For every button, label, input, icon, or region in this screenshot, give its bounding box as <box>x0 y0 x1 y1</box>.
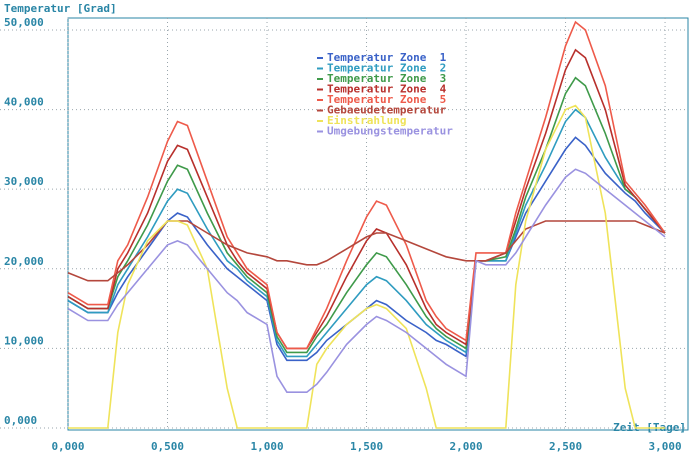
x-tick-label: 1,000 <box>250 440 283 453</box>
x-tick-label: 0,500 <box>151 440 184 453</box>
series-line <box>67 108 666 358</box>
series-line <box>67 136 666 362</box>
y-tick-label: 50,000 <box>4 16 44 29</box>
series-line <box>67 76 666 354</box>
legend-label: Gebaeudetemperatur <box>327 104 447 117</box>
y-tick-label: 20,000 <box>4 255 44 268</box>
legend-label: Temperatur Zone 4 <box>327 83 447 96</box>
x-tick-label: 2,000 <box>449 440 482 453</box>
y-axis-label: Temperatur [Grad] <box>4 2 117 15</box>
plot-frame <box>67 17 689 431</box>
x-tick-label: 3,000 <box>648 440 681 453</box>
legend-label: Einstrahlung <box>327 114 406 127</box>
y-tick-label: 40,000 <box>4 96 44 109</box>
y-tick-label: 30,000 <box>4 175 44 188</box>
y-tick-label: 0,000 <box>4 414 37 427</box>
x-tick-label: 0,000 <box>51 440 84 453</box>
x-tick-label: 2,500 <box>549 440 582 453</box>
series-line <box>67 168 666 393</box>
legend-label: Temperatur Zone 5 <box>327 93 446 106</box>
x-tick-label: 1,500 <box>350 440 383 453</box>
legend-label: Temperatur Zone 2 <box>327 62 446 75</box>
series-line <box>67 20 666 350</box>
legend-label: Umgebungstemperatur <box>327 125 453 138</box>
legend-label: Temperatur Zone 3 <box>327 72 446 85</box>
legend-label: Temperatur Zone 1 <box>327 51 447 64</box>
y-tick-label: 10,000 <box>4 334 44 347</box>
series-line <box>68 104 665 429</box>
